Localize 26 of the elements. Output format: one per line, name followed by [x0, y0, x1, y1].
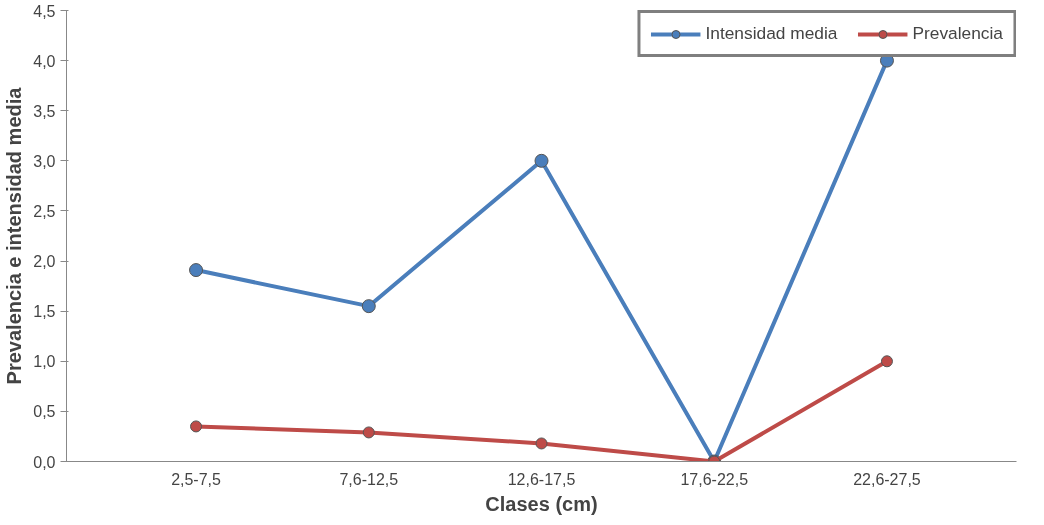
y-tick-label: 2,5	[33, 202, 56, 220]
y-tick-label: 3,5	[33, 102, 56, 120]
point	[190, 420, 203, 433]
y-axis-title: Prevalencia e intensidad media	[3, 86, 26, 385]
point	[535, 437, 548, 450]
y-tick-label: 4,0	[33, 52, 56, 70]
legend-label: Intensidad media	[705, 23, 838, 44]
point	[362, 426, 375, 439]
legend-label: Prevalencia	[912, 23, 1003, 44]
y-tick-label: 0,0	[33, 453, 56, 471]
x-tick-label: 12,6-17,5	[507, 470, 576, 488]
point	[880, 355, 893, 368]
y-tick-label: 1,5	[33, 303, 56, 321]
point	[189, 263, 204, 278]
x-tick-label: 22,6-27,5	[853, 470, 921, 488]
x-axis-title: Clases (cm)	[485, 492, 598, 515]
y-tick-label: 4,5	[33, 2, 56, 20]
x-tick-label: 2,5-7,5	[171, 470, 222, 488]
y-tick-label: 1,0	[33, 353, 56, 371]
y-tick-label: 3,0	[33, 152, 56, 170]
x-tick-label: 7,6-12,5	[339, 470, 399, 488]
y-tick-label: 2,0	[33, 253, 56, 271]
point	[534, 153, 549, 168]
x-tick-label: 17,6-22,5	[680, 470, 749, 488]
point	[361, 299, 376, 314]
y-tick-label: 0,5	[33, 403, 56, 421]
